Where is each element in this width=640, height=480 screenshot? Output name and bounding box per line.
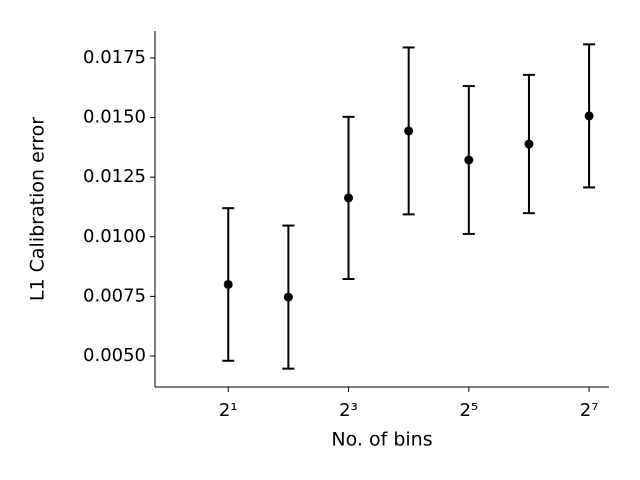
marker <box>283 292 293 302</box>
y-tick-label: 0.0150 <box>83 107 146 128</box>
y-axis-title: L1 Calibration error <box>27 117 49 301</box>
y-tick-label: 0.0125 <box>83 166 146 187</box>
x-axis-title: No. of bins <box>331 429 432 451</box>
marker <box>584 111 594 121</box>
marker <box>223 279 233 289</box>
marker <box>344 193 354 203</box>
x-tick-label: 2⁷ <box>580 400 599 421</box>
y-tick-label: 0.0075 <box>83 285 146 306</box>
y-tick-label: 0.0175 <box>83 47 146 68</box>
x-tick-label: 2³ <box>339 400 358 421</box>
y-tick-label: 0.0100 <box>83 226 146 247</box>
x-tick-label: 2¹ <box>219 400 238 421</box>
marker <box>404 126 414 136</box>
marker <box>524 139 534 149</box>
y-tick-label: 0.0050 <box>83 345 146 366</box>
marker <box>464 155 474 165</box>
x-tick-label: 2⁵ <box>459 400 478 421</box>
